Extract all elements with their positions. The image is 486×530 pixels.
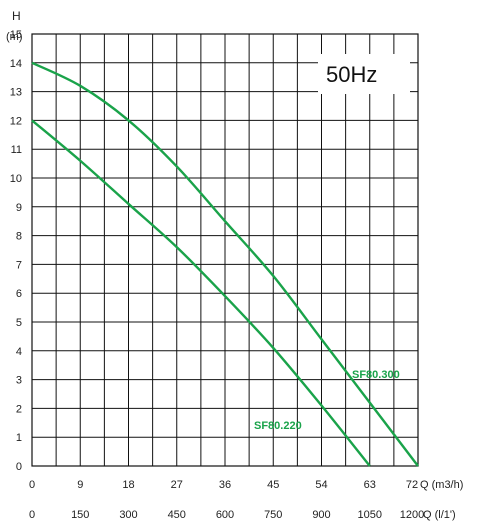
y-tick-label: 9 bbox=[16, 202, 22, 214]
y-tick-label: 6 bbox=[16, 288, 22, 300]
x-tick-label: 63 bbox=[364, 479, 376, 491]
series-label-sf80-220: SF80.220 bbox=[254, 420, 302, 432]
y-tick-label: 7 bbox=[16, 259, 22, 271]
chart-title: 50Hz bbox=[326, 62, 377, 87]
series-line-sf80-220 bbox=[31, 119, 371, 467]
series-line-sf80-300 bbox=[31, 61, 419, 467]
x2-tick-label: 300 bbox=[119, 509, 137, 521]
x-tick-label: 72 bbox=[406, 479, 418, 491]
x-tick-label: 36 bbox=[219, 479, 231, 491]
y-tick-label: 8 bbox=[16, 231, 22, 243]
y-tick-label: 10 bbox=[10, 173, 22, 185]
x-tick-label: 54 bbox=[315, 479, 327, 491]
y-tick-label: 1 bbox=[16, 432, 22, 444]
axes-labels: H (m) Q (m3/h) Q (l/1') bbox=[6, 9, 463, 521]
x-tick-label: 18 bbox=[122, 479, 134, 491]
grid bbox=[31, 33, 419, 467]
y-tick-label: 4 bbox=[16, 346, 22, 358]
y-axis-unit: (m) bbox=[6, 31, 23, 43]
x2-tick-label: 1050 bbox=[358, 509, 382, 521]
y-tick-label: 12 bbox=[10, 115, 22, 127]
title-box-background bbox=[318, 54, 410, 94]
x2-tick-label: 150 bbox=[71, 509, 89, 521]
y-axis-title: H bbox=[12, 9, 21, 23]
x-axis-title: Q (m3/h) bbox=[420, 479, 463, 491]
x2-tick-label: 0 bbox=[29, 509, 35, 521]
x2-tick-label: 600 bbox=[216, 509, 234, 521]
x2-tick-label: 900 bbox=[312, 509, 330, 521]
x2-tick-label: 450 bbox=[168, 509, 186, 521]
y-tick-label: 2 bbox=[16, 403, 22, 415]
x-tick-label: 45 bbox=[267, 479, 279, 491]
y-tick-label: 3 bbox=[16, 375, 22, 387]
x2-tick-label: 750 bbox=[264, 509, 282, 521]
series-label-sf80-300: SF80.300 bbox=[352, 369, 400, 381]
y-tick-label: 5 bbox=[16, 317, 22, 329]
plot-border bbox=[31, 33, 419, 467]
x-tick-label: 27 bbox=[171, 479, 183, 491]
x2-tick-label: 1200 bbox=[400, 509, 424, 521]
x-tick-label: 9 bbox=[77, 479, 83, 491]
x2-axis-title: Q (l/1') bbox=[423, 509, 456, 521]
y-tick-label: 11 bbox=[11, 144, 22, 156]
series-labels: SF80.300 SF80.220 bbox=[254, 369, 400, 432]
y-tick-label: 0 bbox=[16, 461, 22, 473]
x-tick-label: 0 bbox=[29, 479, 35, 491]
y-tick-label: 14 bbox=[10, 58, 22, 70]
series-lines bbox=[31, 61, 419, 467]
y-tick-label: 13 bbox=[10, 87, 22, 99]
y-tick-label: 15 bbox=[10, 29, 22, 41]
title-box: 50Hz bbox=[318, 54, 410, 94]
